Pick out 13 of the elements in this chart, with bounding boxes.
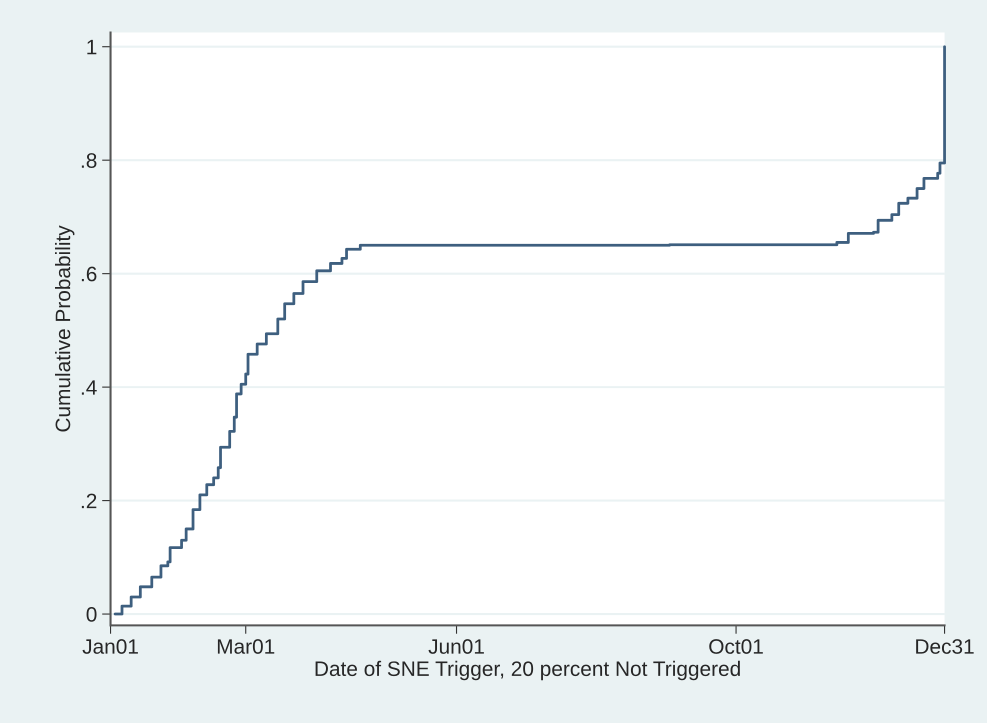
y-axis-title: Cumulative Probability bbox=[55, 225, 74, 432]
y-tick-label: 1 bbox=[87, 40, 96, 54]
y-tick-label: .8 bbox=[82, 153, 96, 168]
y-tick-label: .6 bbox=[82, 266, 96, 282]
x-axis-title: Date of SNE Trigger, 20 percent Not Triggered bbox=[316, 660, 740, 680]
x-tick-label: Mar01 bbox=[218, 639, 274, 654]
x-tick-label: Oct01 bbox=[709, 639, 763, 654]
y-tick-label: .4 bbox=[82, 380, 97, 395]
y-tick-label: 0 bbox=[86, 607, 97, 622]
y-tick-label: .2 bbox=[82, 494, 96, 508]
x-tick-label: Jun01 bbox=[428, 639, 484, 654]
x-tick-label: Jan01 bbox=[82, 639, 138, 654]
x-tick-label: Dec31 bbox=[916, 639, 974, 654]
